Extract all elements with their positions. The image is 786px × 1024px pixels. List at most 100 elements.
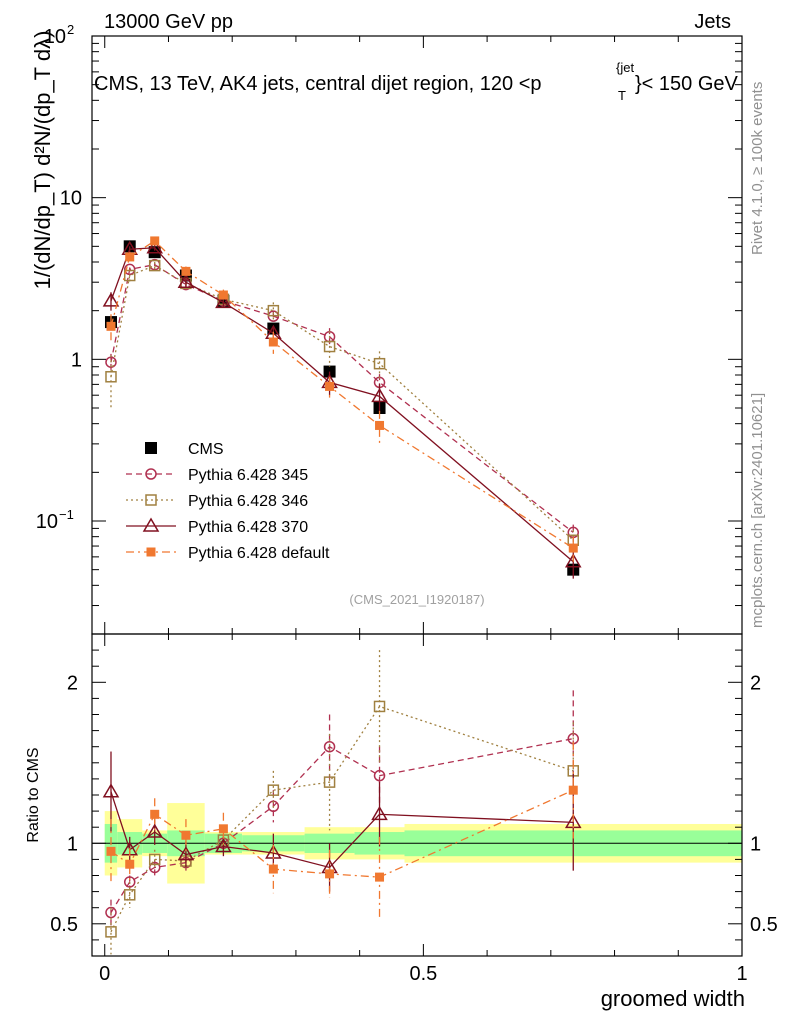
data-point — [373, 357, 386, 370]
ratio-panel-frame — [91, 633, 743, 957]
side-label-bottom: mcplots.cern.ch [arXiv:2401.10621] — [749, 393, 766, 628]
ratio-point — [148, 853, 161, 866]
legend-label: Pythia 6.428 default — [188, 545, 330, 562]
legend-entry: Pythia 6.428 default — [126, 545, 330, 562]
ratio-point — [146, 823, 164, 838]
ratio-point — [177, 846, 195, 861]
chart-title-main: CMS, 13 TeV, AK4 jets, central dijet reg… — [94, 73, 542, 95]
y-axis-label-ratio-text: Ratio to CMS — [25, 747, 42, 842]
data-point — [564, 553, 582, 568]
chart-title-sub: T — [618, 88, 626, 103]
y-tick-label-ratio-right: 1 — [750, 833, 761, 855]
legend-entry: Pythia 6.428 370 — [126, 517, 308, 536]
y-axis-label-main-text: 1/(dN/dp_T) d²N/(dp_T dλ) — [30, 31, 55, 290]
data-point — [150, 236, 160, 246]
x-tick-label: 0 — [99, 963, 110, 985]
ratio-point — [268, 864, 278, 874]
y-tick-label-main: 10 — [44, 26, 66, 48]
legend-marker — [146, 547, 156, 557]
ratio-point — [218, 824, 228, 834]
header-right: Jets — [694, 11, 731, 33]
y-tick-label-ratio-right: 2 — [750, 672, 761, 694]
data-point — [375, 420, 385, 430]
data-point — [218, 290, 228, 300]
series-pythia-6-428-345 — [105, 258, 580, 542]
side-label-bottom-text: mcplots.cern.ch [arXiv:2401.10621] — [749, 393, 766, 628]
data-point — [123, 269, 136, 282]
ratio-line — [110, 738, 574, 913]
y-tick-label-ratio-right: 0.5 — [750, 914, 778, 936]
series-line — [110, 263, 574, 533]
ratio-point — [215, 838, 232, 853]
data-point — [146, 239, 164, 254]
data-point — [125, 252, 135, 262]
ratio-line — [110, 789, 574, 878]
ratio-point — [125, 859, 135, 869]
chart-title-sup: {jet — [616, 60, 634, 75]
legend-marker — [142, 517, 160, 532]
data-point — [105, 371, 117, 383]
series-pythia-6-428-370 — [102, 239, 582, 579]
series-line — [110, 264, 574, 541]
series-line — [110, 247, 574, 563]
legend-label: CMS — [188, 441, 224, 458]
legend-label: Pythia 6.428 345 — [188, 467, 308, 484]
y-tick-label-main: 10 — [36, 511, 58, 533]
ratio-point — [150, 809, 160, 819]
y-tick-label-main-exponent: −1 — [59, 507, 74, 522]
y-tick-label-ratio: 0.5 — [50, 914, 78, 936]
legend-marker — [145, 494, 157, 506]
ratio-pythia-6-428-346 — [105, 650, 580, 955]
legend: CMS Pythia 6.428 345 Pythia 6.428 346 Pythi… — [126, 441, 330, 562]
data-point — [267, 304, 280, 317]
x-tick-label: 1 — [736, 963, 747, 985]
side-label-top-text: Rivet 4.1.0, ≥ 100k events — [749, 82, 766, 255]
y-axis-label-main: 1/(dN/dp_T) d²N/(dp_T dλ) — [30, 31, 55, 290]
ratio-series — [102, 650, 582, 955]
main-series — [102, 236, 582, 579]
ratio-point — [325, 869, 335, 879]
ratio-point — [267, 784, 280, 796]
legend-entry: Pythia 6.428 345 — [126, 467, 308, 484]
x-axis-label: groomed width — [601, 986, 745, 1011]
ratio-point — [105, 906, 117, 919]
data-point — [268, 337, 278, 347]
ratio-point — [181, 830, 191, 840]
legend-entry: Pythia 6.428 346 — [126, 493, 308, 510]
ratio-point — [568, 785, 578, 795]
ratio-pythia-6-428-default — [106, 741, 578, 918]
legend-label: Pythia 6.428 346 — [188, 493, 308, 510]
ratio-point — [373, 769, 386, 782]
ratio-point — [373, 700, 386, 713]
legend-entry: CMS — [145, 441, 224, 458]
data-point — [325, 381, 335, 391]
chart-title-end: }< 150 GeV — [635, 73, 739, 95]
data-point — [181, 266, 191, 276]
side-label-top: Rivet 4.1.0, ≥ 100k events — [749, 82, 766, 255]
legend-marker — [145, 468, 157, 480]
data-point — [215, 293, 232, 309]
header-left: 13000 GeV pp — [104, 11, 233, 33]
data-point — [106, 321, 116, 331]
ratio-point — [106, 846, 116, 856]
ratio-point — [102, 783, 120, 798]
data-point — [371, 387, 388, 403]
ratio-point — [323, 776, 336, 788]
ratio-point — [323, 740, 336, 753]
y-tick-label-main-exponent: 2 — [67, 22, 74, 37]
series-pythia-6-428-346 — [105, 259, 580, 553]
series-pythia-6-428-default — [106, 236, 578, 562]
analysis-tag: (CMS_2021_I1920187) — [349, 592, 484, 607]
ratio-point — [371, 805, 388, 821]
series-cms — [104, 240, 580, 576]
chart-title: CMS, 13 TeV, AK4 jets, central dijet reg… — [94, 60, 739, 103]
ratio-line — [110, 705, 574, 933]
data-point — [568, 543, 578, 553]
data-point — [177, 273, 195, 288]
ratio-point — [105, 926, 117, 938]
ratio-point — [123, 889, 136, 901]
y-tick-label-main: 10 — [60, 188, 82, 210]
y-tick-label-main: 1 — [71, 349, 82, 371]
